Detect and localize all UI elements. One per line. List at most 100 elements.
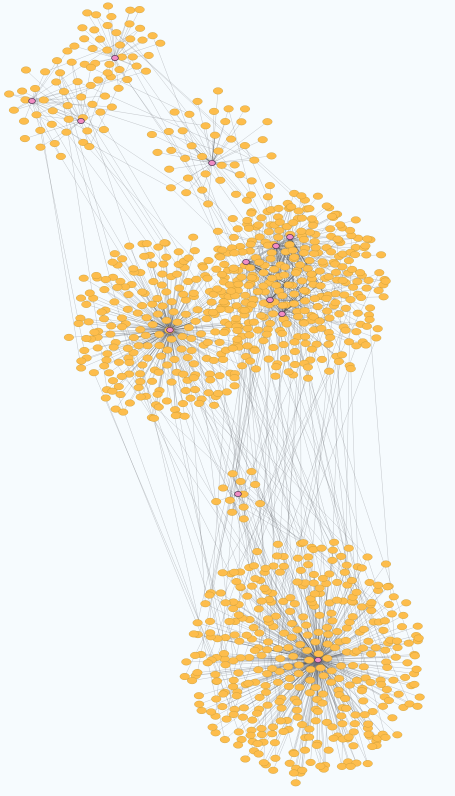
graph-node[interactable] <box>332 628 343 636</box>
graph-node[interactable] <box>332 235 343 243</box>
graph-node[interactable] <box>231 578 242 586</box>
graph-node[interactable] <box>205 629 216 637</box>
graph-node[interactable] <box>337 263 348 271</box>
graph-node[interactable] <box>171 270 182 278</box>
graph-node[interactable] <box>166 146 177 154</box>
graph-node[interactable] <box>186 347 197 355</box>
graph-node[interactable] <box>47 107 58 115</box>
graph-node[interactable] <box>414 693 425 701</box>
graph-node[interactable] <box>85 63 96 71</box>
graph-node[interactable] <box>187 677 198 685</box>
graph-node[interactable] <box>194 399 205 407</box>
graph-node[interactable] <box>197 186 208 194</box>
graph-node[interactable] <box>152 310 163 318</box>
graph-node[interactable] <box>239 142 250 150</box>
graph-node[interactable] <box>186 334 197 342</box>
graph-node[interactable] <box>358 697 369 705</box>
graph-node[interactable] <box>289 348 300 356</box>
graph-node[interactable] <box>293 670 304 678</box>
graph-node[interactable] <box>322 640 333 648</box>
graph-node[interactable] <box>104 369 115 377</box>
graph-node[interactable] <box>249 156 260 164</box>
graph-node[interactable] <box>258 759 269 767</box>
graph-node[interactable] <box>307 221 318 229</box>
graph-node[interactable] <box>210 328 221 336</box>
graph-node[interactable] <box>321 202 332 210</box>
graph-node[interactable] <box>273 678 284 686</box>
graph-node[interactable] <box>35 126 46 134</box>
graph-node[interactable] <box>378 702 389 710</box>
graph-node[interactable] <box>300 333 311 341</box>
graph-node[interactable] <box>331 268 342 276</box>
graph-node[interactable] <box>294 683 305 691</box>
graph-node[interactable] <box>292 626 303 634</box>
graph-node[interactable] <box>254 629 265 637</box>
graph-node[interactable] <box>62 47 73 55</box>
graph-node[interactable] <box>262 615 273 623</box>
graph-node[interactable] <box>124 20 135 28</box>
graph-node[interactable] <box>135 393 146 401</box>
graph-node[interactable] <box>218 690 229 698</box>
graph-node[interactable] <box>211 265 222 273</box>
graph-node[interactable] <box>271 281 282 289</box>
graph-node[interactable] <box>252 740 263 748</box>
graph-node[interactable] <box>334 310 345 318</box>
graph-node[interactable] <box>178 290 189 298</box>
graph-node[interactable] <box>272 552 283 560</box>
graph-node[interactable] <box>268 344 279 352</box>
graph-node[interactable] <box>202 274 213 282</box>
graph-node[interactable] <box>339 291 350 299</box>
graph-node[interactable] <box>193 692 204 700</box>
graph-node[interactable] <box>288 769 299 777</box>
graph-node[interactable] <box>366 599 377 607</box>
graph-node[interactable] <box>161 397 172 405</box>
graph-node[interactable] <box>397 623 408 631</box>
graph-node[interactable] <box>284 759 295 767</box>
graph-node[interactable] <box>246 468 257 476</box>
graph-node[interactable] <box>188 289 199 297</box>
graph-node[interactable] <box>363 276 374 284</box>
graph-node[interactable] <box>409 652 420 660</box>
graph-node[interactable] <box>215 589 226 597</box>
graph-node[interactable] <box>185 394 196 402</box>
graph-node[interactable] <box>278 597 289 605</box>
graph-node[interactable] <box>140 331 151 339</box>
graph-node[interactable] <box>283 663 294 671</box>
graph-node[interactable] <box>204 617 215 625</box>
graph-node[interactable] <box>310 717 321 725</box>
graph-node[interactable] <box>102 22 113 30</box>
graph-node[interactable] <box>260 682 271 690</box>
graph-node[interactable] <box>227 470 238 478</box>
graph-node[interactable] <box>303 561 314 569</box>
graph-node[interactable] <box>137 288 148 296</box>
graph-node[interactable] <box>328 734 339 742</box>
graph-node[interactable] <box>308 571 319 579</box>
graph-node[interactable] <box>254 258 265 266</box>
graph-node[interactable] <box>304 205 315 213</box>
graph-node[interactable] <box>143 51 154 59</box>
graph-node[interactable] <box>81 335 92 343</box>
graph-node[interactable] <box>346 577 357 585</box>
graph-node[interactable] <box>226 135 237 143</box>
graph-node[interactable] <box>212 87 223 95</box>
graph-node[interactable] <box>308 313 319 321</box>
graph-node[interactable] <box>88 369 99 377</box>
graph-node[interactable] <box>247 716 258 724</box>
graph-node[interactable] <box>246 209 257 217</box>
graph-node[interactable] <box>236 118 247 126</box>
graph-node[interactable] <box>233 741 244 749</box>
graph-node[interactable] <box>4 90 15 98</box>
graph-node[interactable] <box>109 298 120 306</box>
graph-node[interactable] <box>312 303 323 311</box>
graph-node[interactable] <box>252 548 263 556</box>
graph-node[interactable] <box>231 692 242 700</box>
graph-node[interactable] <box>286 633 297 641</box>
graph-node[interactable] <box>351 676 362 684</box>
graph-node[interactable] <box>156 281 167 289</box>
graph-node[interactable] <box>289 338 300 346</box>
graph-node[interactable] <box>66 58 77 66</box>
graph-node[interactable] <box>244 331 255 339</box>
graph-node[interactable] <box>220 118 231 126</box>
graph-node[interactable] <box>290 269 301 277</box>
graph-node[interactable] <box>203 200 214 208</box>
